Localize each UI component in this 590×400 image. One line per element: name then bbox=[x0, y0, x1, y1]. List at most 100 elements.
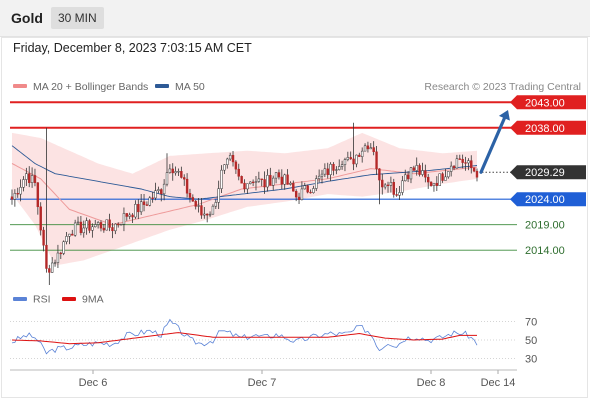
candle-body-up bbox=[94, 224, 97, 228]
candle bbox=[151, 191, 154, 203]
candle bbox=[180, 166, 183, 179]
candle bbox=[73, 219, 77, 237]
candle-body-down bbox=[251, 181, 255, 184]
candle bbox=[435, 176, 439, 192]
candle-body-down bbox=[145, 204, 149, 206]
candle-body-up bbox=[85, 220, 88, 229]
candle bbox=[28, 166, 31, 188]
candle bbox=[323, 163, 327, 178]
candle bbox=[145, 201, 149, 206]
candle bbox=[375, 146, 378, 176]
candle bbox=[33, 168, 37, 187]
candle bbox=[96, 221, 100, 229]
candle-body-up bbox=[303, 185, 306, 190]
credit-text: Research © 2023 Trading Central bbox=[424, 81, 581, 93]
candle bbox=[174, 166, 177, 176]
candle bbox=[406, 171, 410, 183]
candle bbox=[177, 168, 180, 177]
candle bbox=[45, 127, 48, 273]
candle bbox=[320, 169, 324, 184]
candle bbox=[369, 143, 372, 150]
candle bbox=[366, 141, 370, 153]
candle-body-down bbox=[378, 168, 381, 181]
candle bbox=[240, 175, 243, 184]
candle bbox=[197, 198, 200, 213]
timeframe-button[interactable]: 30 MIN bbox=[51, 7, 104, 29]
candle-body-up bbox=[444, 176, 447, 181]
candle bbox=[71, 229, 74, 236]
candle-body-up bbox=[421, 170, 424, 175]
ma50-legend-label: MA 50 bbox=[175, 81, 205, 93]
candle-body-down bbox=[294, 190, 298, 198]
level-tag-bg-0 bbox=[510, 95, 586, 110]
candle-body-down bbox=[292, 182, 295, 192]
rsi-legend-swatch bbox=[13, 297, 27, 301]
rsi-lines bbox=[11, 318, 478, 355]
candle bbox=[211, 204, 215, 215]
candle-body-up bbox=[415, 165, 418, 171]
candle-body-up bbox=[323, 168, 327, 175]
candle-body-up bbox=[283, 174, 286, 185]
price-tags: 2043.00 2038.00 2024.00 2019.00 2014.00 2029.… bbox=[510, 95, 586, 257]
candle-body-up bbox=[50, 262, 54, 273]
candle-body-up bbox=[447, 171, 450, 178]
candle-body-down bbox=[429, 181, 433, 186]
candle bbox=[386, 181, 390, 193]
candle-body-up bbox=[220, 169, 223, 189]
candle bbox=[134, 200, 137, 219]
candle bbox=[329, 162, 332, 182]
candle-body-up bbox=[122, 213, 126, 225]
candle bbox=[231, 151, 235, 167]
candle bbox=[223, 164, 226, 174]
candle bbox=[363, 143, 367, 152]
candle bbox=[165, 153, 169, 187]
candle bbox=[441, 172, 444, 183]
candle bbox=[427, 173, 430, 189]
candle-body-up bbox=[226, 158, 229, 165]
candle-body-down bbox=[117, 223, 120, 226]
candle-body-up bbox=[266, 175, 269, 188]
current-price-label: 2029.29 bbox=[525, 167, 565, 179]
candle bbox=[68, 233, 71, 245]
candle bbox=[205, 213, 209, 223]
candle-body-down bbox=[231, 155, 235, 163]
candle-body-up bbox=[162, 183, 166, 195]
candle-body-down bbox=[412, 167, 416, 171]
candle bbox=[340, 160, 344, 170]
candle-body-down bbox=[358, 154, 361, 157]
candle-body-up bbox=[165, 172, 169, 185]
candle-body-down bbox=[28, 173, 31, 183]
price-levels bbox=[10, 101, 517, 251]
candle-body-up bbox=[105, 219, 108, 231]
candle bbox=[338, 159, 341, 171]
candle bbox=[154, 182, 157, 201]
candle bbox=[208, 211, 212, 218]
candle bbox=[183, 174, 186, 186]
candle-body-up bbox=[228, 155, 232, 160]
candle bbox=[56, 244, 60, 269]
candle bbox=[303, 182, 306, 190]
candle-body-down bbox=[160, 189, 163, 195]
candle bbox=[226, 157, 229, 169]
candle bbox=[10, 189, 14, 205]
candle-body-down bbox=[79, 221, 83, 234]
candle-body-down bbox=[464, 162, 467, 164]
candle-body-down bbox=[194, 200, 197, 207]
candle bbox=[283, 173, 286, 190]
candle bbox=[249, 181, 252, 185]
candle-body-down bbox=[286, 174, 289, 185]
candle-body-down bbox=[191, 197, 195, 202]
candle bbox=[312, 185, 315, 194]
candle bbox=[343, 157, 347, 172]
candle-body-down bbox=[269, 175, 272, 186]
candle bbox=[203, 206, 206, 219]
candle bbox=[381, 173, 384, 195]
rsi-legend: RSI 9MA bbox=[13, 294, 104, 306]
candle-body-down bbox=[234, 161, 238, 170]
candle bbox=[13, 189, 17, 207]
candle-body-up bbox=[289, 182, 292, 185]
candle-body-up bbox=[56, 252, 60, 263]
candle-body-down bbox=[375, 151, 378, 170]
candle bbox=[108, 213, 111, 232]
candle bbox=[237, 163, 240, 181]
